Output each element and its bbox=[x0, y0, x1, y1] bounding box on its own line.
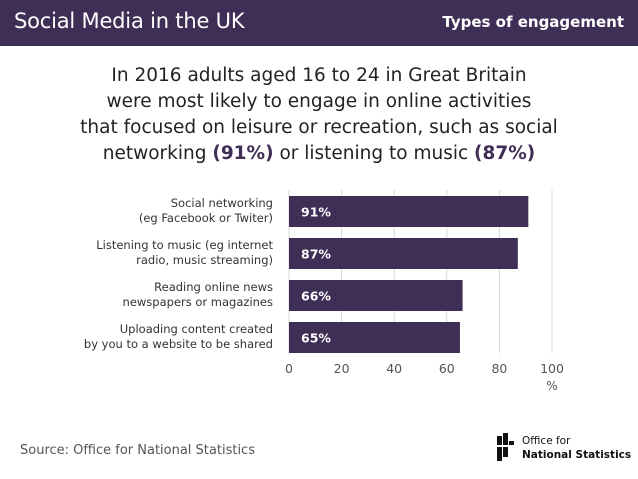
bar bbox=[289, 322, 460, 353]
x-tick-label: 80 bbox=[491, 361, 507, 376]
header-bar: Social Media in the UK Types of engageme… bbox=[0, 0, 638, 46]
category-label: newspapers or magazines bbox=[123, 295, 273, 309]
page-title: Social Media in the UK bbox=[14, 9, 245, 33]
x-tick-label: 20 bbox=[334, 361, 350, 376]
category-label: Uploading content created bbox=[120, 322, 273, 336]
x-axis-label: % bbox=[546, 379, 557, 393]
category-label: Reading online news bbox=[154, 280, 273, 294]
headline-line: that focused on leisure or recreation, s… bbox=[80, 117, 558, 138]
ons-logo-line1: Office for bbox=[522, 435, 571, 447]
ons-logo-icon bbox=[497, 433, 514, 461]
section-badge: Types of engagement bbox=[442, 13, 624, 31]
headline-highlight-networking: (91%) bbox=[212, 143, 274, 164]
headline-highlight-music: (87%) bbox=[474, 143, 536, 164]
headline-line: In 2016 adults aged 16 to 24 in Great Br… bbox=[111, 65, 527, 86]
category-label: by you to a website to be shared bbox=[84, 337, 273, 351]
bar bbox=[289, 280, 463, 311]
headline-line: were most likely to engage in online act… bbox=[106, 91, 532, 112]
x-tick-label: 40 bbox=[386, 361, 402, 376]
ons-logo-text: Office for National Statistics bbox=[522, 434, 631, 462]
x-tick-label: 0 bbox=[285, 361, 293, 376]
headline: In 2016 adults aged 16 to 24 in Great Br… bbox=[30, 63, 608, 167]
category-label: radio, music streaming) bbox=[136, 253, 273, 267]
bar-chart: 0 20 40 60 80 100% 91% Social networking(eg Fac… bbox=[84, 190, 564, 393]
x-tick-label: 100 bbox=[540, 361, 564, 376]
bar-value-label: 65% bbox=[301, 331, 331, 346]
bar-value-label: 66% bbox=[301, 289, 331, 304]
category-label: Listening to music (eg internet bbox=[96, 238, 273, 252]
ons-logo-line2: National Statistics bbox=[522, 449, 632, 461]
headline-line: networking (91%) or listening to music (… bbox=[30, 141, 608, 167]
category-label: (eg Facebook or Twiter) bbox=[139, 211, 273, 225]
x-tick-label: 60 bbox=[439, 361, 455, 376]
ons-logo: Office for National Statistics bbox=[496, 433, 631, 467]
headline-text: or listening to music bbox=[273, 143, 475, 164]
headline-text: networking bbox=[102, 143, 213, 164]
bar bbox=[289, 196, 529, 227]
bar bbox=[289, 238, 518, 269]
bar-value-label: 87% bbox=[301, 247, 331, 262]
bar-value-label: 91% bbox=[301, 205, 331, 220]
category-label: Social networking bbox=[171, 196, 273, 210]
source-note: Source: Office for National Statistics bbox=[20, 443, 255, 458]
